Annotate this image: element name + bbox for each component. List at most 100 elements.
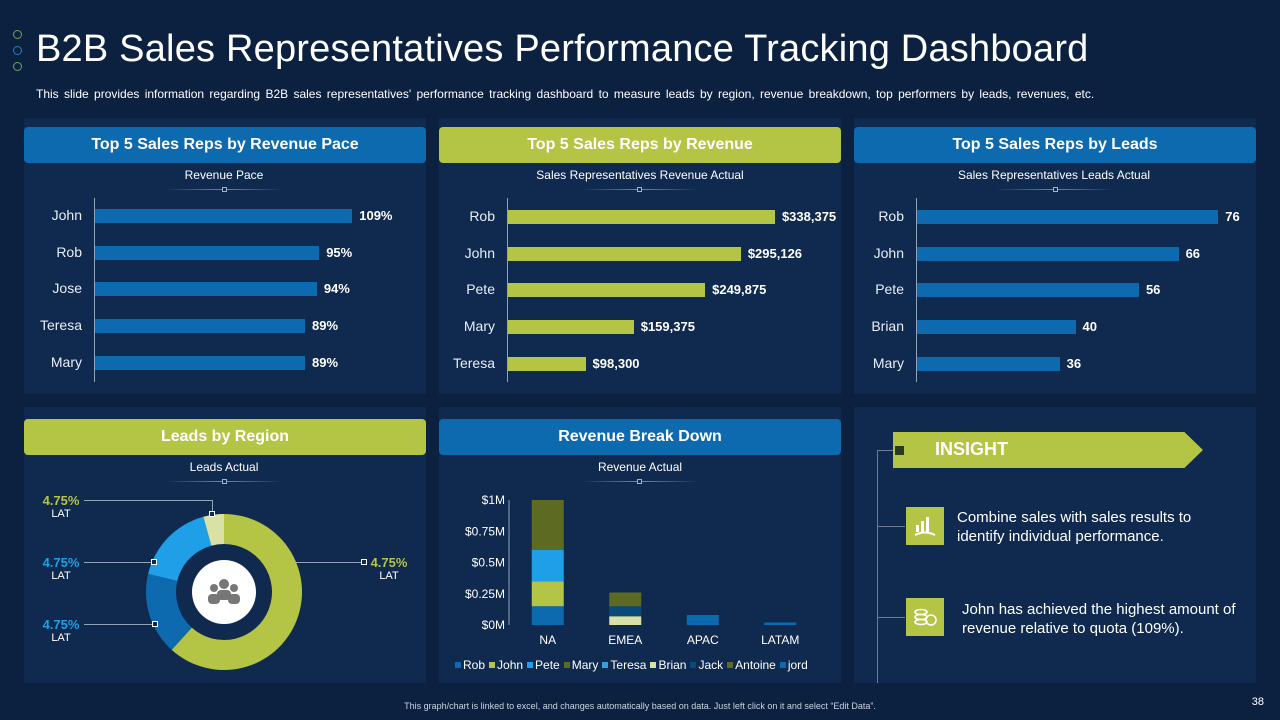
coins-icon [906, 598, 944, 636]
page-number: 38 [1251, 696, 1264, 708]
stack-segment [531, 606, 564, 625]
bar [917, 356, 1060, 371]
x-category-label: LATAM [761, 633, 799, 647]
bar-value-label: $295,126 [747, 245, 803, 261]
donut-pct: 4.75% [42, 555, 80, 570]
donut-slice-label: 4.75% LAT [368, 555, 410, 582]
donut-region: LAT [379, 570, 399, 582]
bar [508, 246, 741, 261]
x-category-label: EMEA [608, 633, 642, 647]
donut-region: LAT [51, 632, 71, 644]
bar-value-label: $159,375 [640, 319, 695, 335]
bar-value-label: 89% [312, 354, 339, 370]
donut-slice [146, 573, 192, 650]
bar-value-label: 94% [323, 281, 350, 297]
bar-value-label: $249,875 [712, 282, 767, 298]
legend-label: Antoine [735, 658, 776, 672]
leader-marker [152, 621, 158, 627]
insight-text-1: Combine sales with sales results to iden… [957, 509, 1192, 545]
bar-category-label: Jose [52, 280, 82, 297]
legend-swatch [527, 662, 534, 668]
stack-segment [531, 500, 564, 550]
y-tick-label: $0M [482, 618, 505, 632]
leader-line [84, 562, 154, 563]
insight-connector [877, 450, 895, 451]
bar [95, 355, 306, 370]
bar [917, 246, 1179, 261]
y-axis [507, 198, 508, 382]
bar [95, 319, 306, 334]
leader-marker [151, 559, 157, 565]
bar-value-label: 66 [1185, 245, 1201, 261]
bar [917, 283, 1139, 298]
donut-slice-label: 4.75% LAT [40, 493, 82, 520]
bar-value-label: 40 [1082, 319, 1097, 335]
stack-segment [609, 606, 642, 617]
decorative-dots [13, 30, 22, 78]
bar-value-label: $338,375 [781, 209, 837, 224]
y-tick-label: $0.25M [465, 587, 505, 601]
legend-item: Brian [650, 658, 686, 672]
legend-swatch [602, 662, 609, 668]
revenue-breakdown-legend: Rob John Pete Mary Teresa Brian Jack Antoine jor… [455, 658, 808, 672]
insight-text-2: John has achieved the highest amount of … [962, 601, 1236, 637]
page-title: B2B Sales Representatives Performance Tr… [36, 28, 1089, 70]
bar-category-label: Rob [469, 208, 495, 224]
y-axis [94, 198, 95, 382]
legend-swatch [489, 662, 496, 668]
revenue-header: Top 5 Sales Reps by Revenue [439, 127, 841, 163]
bar-category-label: Mary [872, 354, 904, 371]
bar-category-label: Pete [466, 281, 495, 298]
bar-category-label: Rob [878, 208, 904, 224]
chart-hands-icon [906, 507, 944, 545]
person-body [228, 594, 240, 604]
bar-category-label: John [873, 244, 904, 261]
stack-segment [609, 616, 642, 625]
dot-icon [13, 46, 22, 55]
legend-item: Rob [455, 658, 485, 672]
y-tick-label: $1M [482, 493, 505, 507]
person-head [210, 584, 218, 592]
legend-swatch [779, 662, 786, 668]
stack-segment [609, 592, 642, 607]
bar-value-label: 56 [1145, 282, 1161, 298]
bar [508, 210, 775, 224]
donut-slice-label: 4.75% LAT [40, 617, 82, 644]
bar [508, 283, 706, 298]
bar [95, 282, 317, 297]
legend-item: Antoine [727, 658, 776, 672]
revenue-pace-chart-label: Revenue Pace [184, 168, 264, 182]
legend-item: Jack [690, 658, 723, 672]
legend-swatch [690, 662, 697, 668]
donut-region: LAT [51, 570, 71, 582]
person-head [219, 579, 229, 589]
revenue-breakdown-chart: $0M $0.25M $0.5M $0.75M $1M NA EMEA APAC LATAM [465, 493, 799, 647]
legend-item: Mary [563, 658, 598, 672]
stack-segment [764, 622, 797, 625]
bar-category-label: John [464, 244, 495, 261]
legend-item: jord [779, 658, 808, 672]
leads-region-donut [146, 514, 302, 670]
bar-value-label: 89% [312, 318, 339, 334]
insight-bullet-icon [895, 446, 904, 455]
stack-segment [531, 581, 564, 607]
donut-slice [148, 516, 212, 581]
legend-item: Teresa [602, 658, 646, 672]
legend-label: jord [787, 658, 808, 672]
legend-label: Brian [658, 658, 687, 672]
legend-label: Jack [698, 658, 724, 672]
donut-pct: 4.75% [370, 555, 408, 570]
bar-value-label: 109% [359, 208, 393, 223]
insight-connector [877, 526, 905, 527]
bar-value-label: 76 [1225, 209, 1240, 224]
donut-slice [203, 514, 224, 546]
bar [95, 209, 353, 223]
bar-category-label: Teresa [39, 317, 82, 334]
revenue-breakdown-chart-label: Revenue Actual [597, 460, 683, 474]
label-marker [222, 479, 227, 484]
dot-icon [13, 62, 22, 71]
label-marker [637, 187, 642, 192]
insight-connector [877, 617, 905, 618]
insight-connector [877, 450, 878, 683]
leads-header: Top 5 Sales Reps by Leads [854, 127, 1256, 163]
